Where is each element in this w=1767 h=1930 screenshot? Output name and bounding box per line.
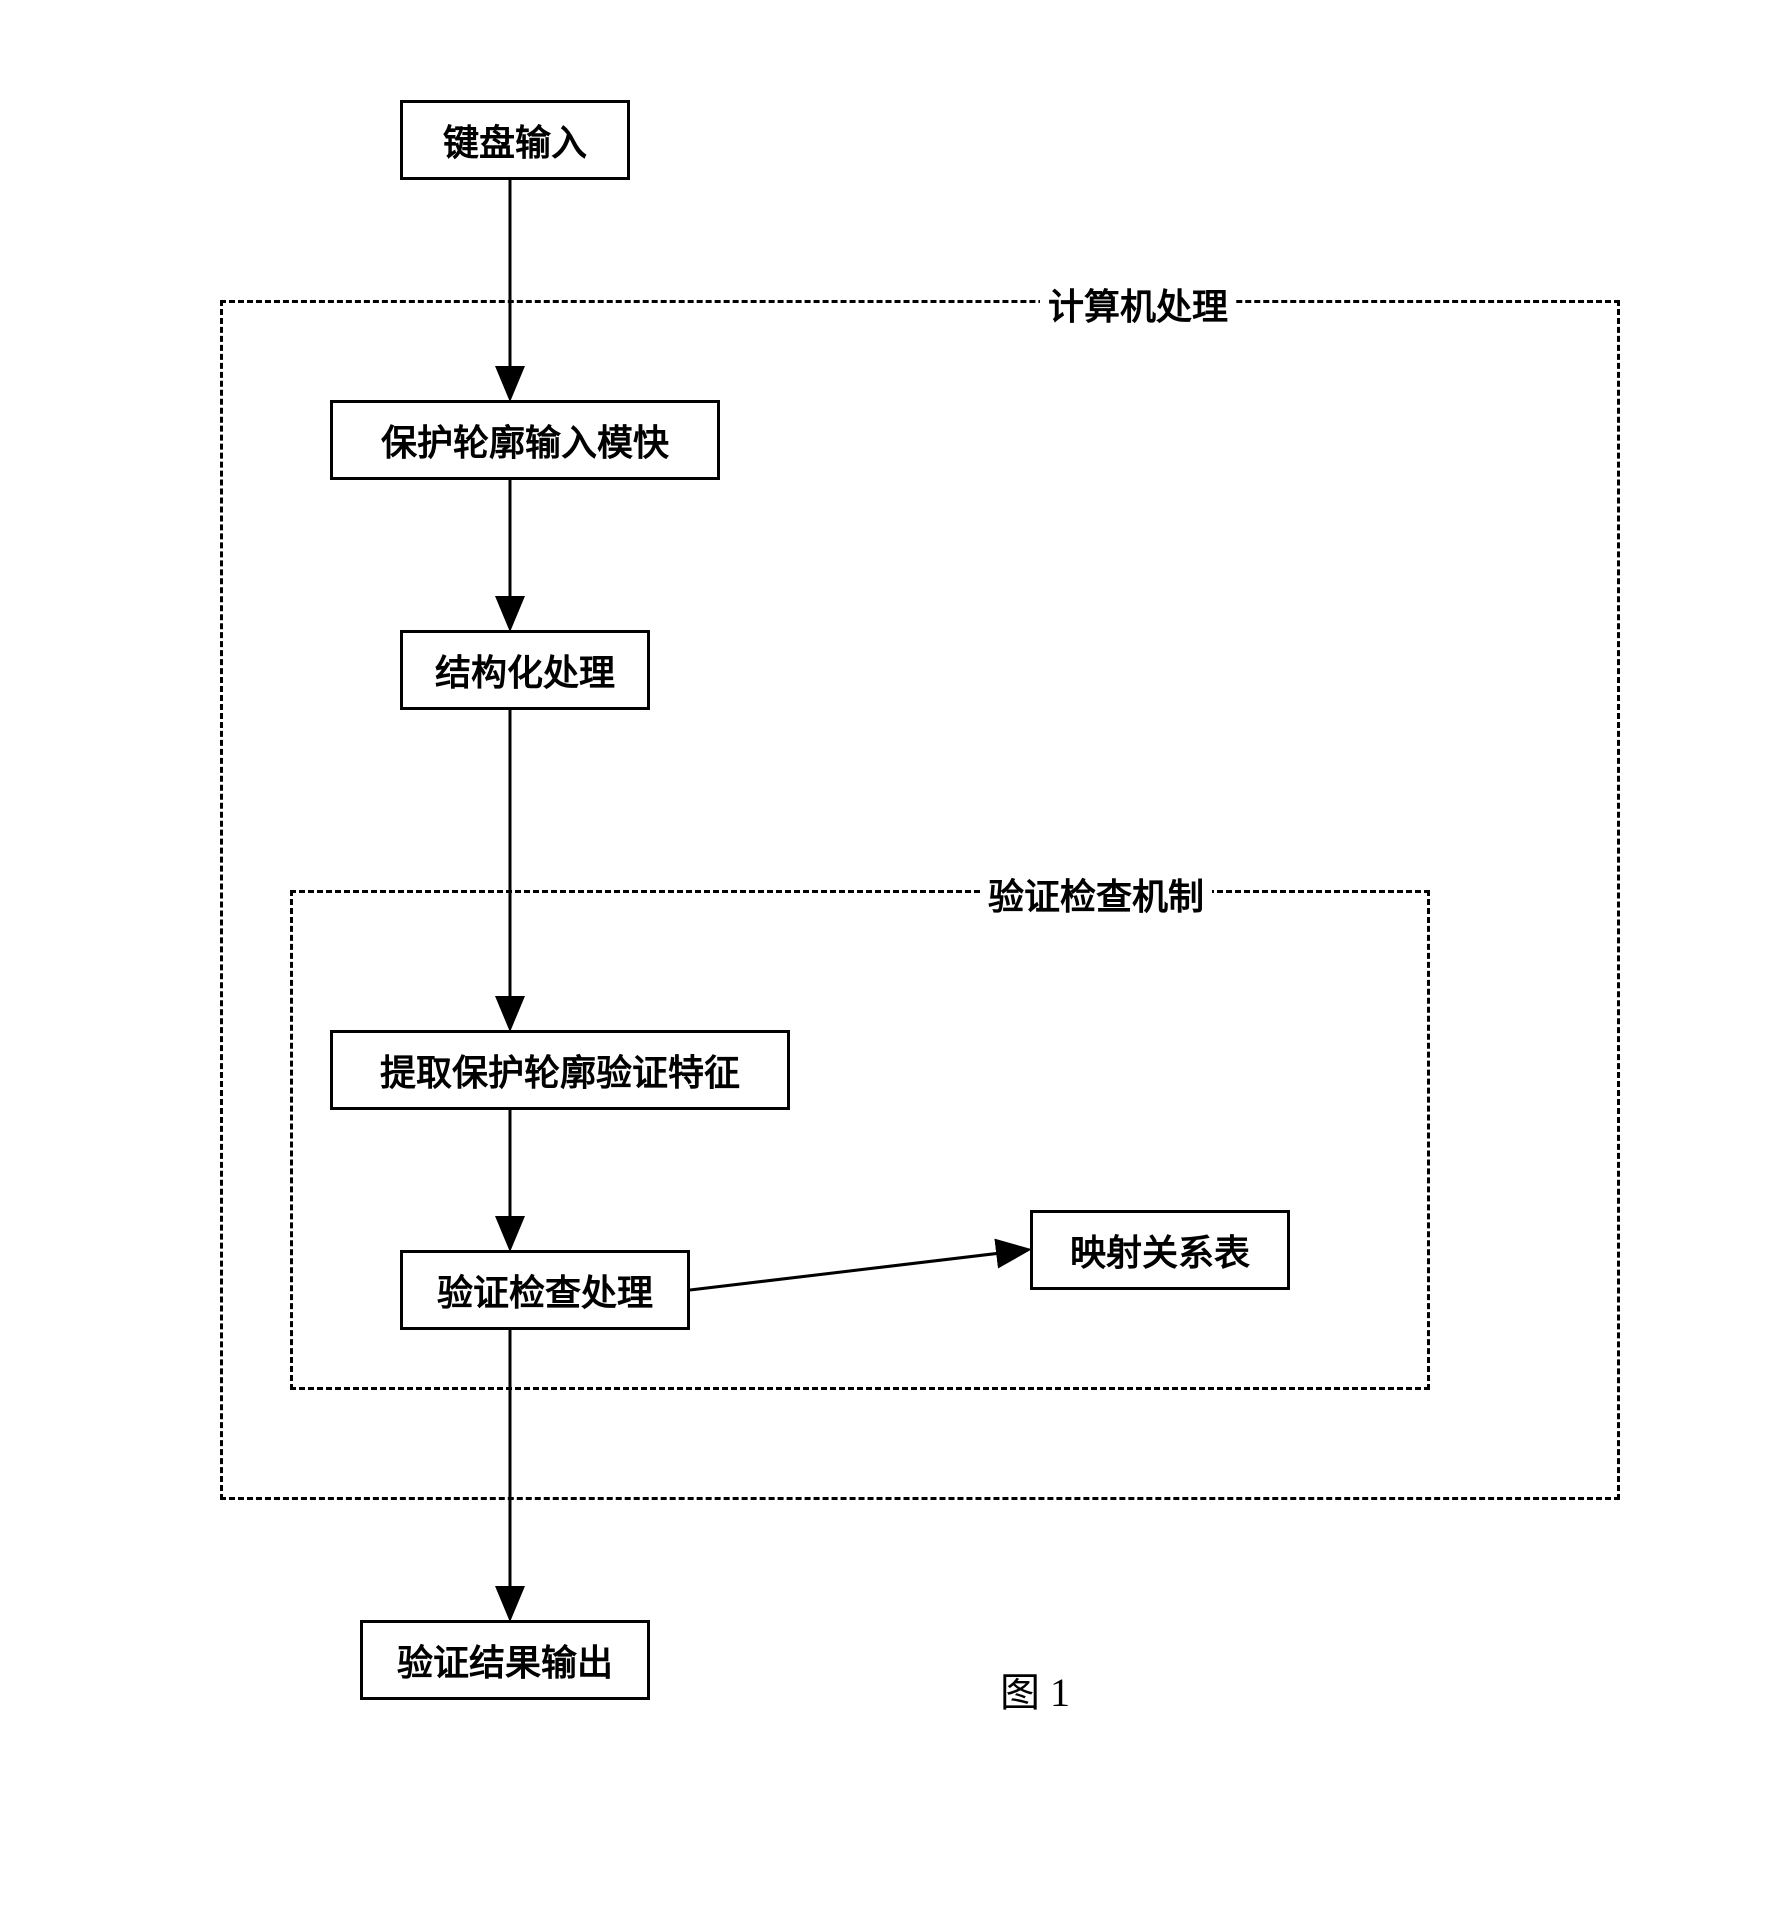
protection-profile-input-box: 保护轮廓输入模快 [330, 400, 720, 480]
structured-processing-text: 结构化处理 [435, 644, 615, 696]
validation-check-text: 验证检查处理 [437, 1264, 653, 1316]
keyboard-input-text: 键盘输入 [443, 114, 587, 166]
result-output-box: 验证结果输出 [360, 1620, 650, 1700]
protection-profile-input-text: 保护轮廓输入模快 [381, 414, 669, 466]
computer-processing-label: 计算机处理 [1040, 278, 1236, 330]
structured-processing-box: 结构化处理 [400, 630, 650, 710]
keyboard-input-box: 键盘输入 [400, 100, 630, 180]
extract-features-box: 提取保护轮廓验证特征 [330, 1030, 790, 1110]
validation-mechanism-label: 验证检查机制 [980, 868, 1212, 920]
validation-check-box: 验证检查处理 [400, 1250, 690, 1330]
extract-features-text: 提取保护轮廓验证特征 [380, 1044, 740, 1096]
mapping-table-box: 映射关系表 [1030, 1210, 1290, 1290]
figure-caption: 图 1 [1000, 1660, 1070, 1718]
result-output-text: 验证结果输出 [397, 1634, 613, 1686]
flowchart-container: 计算机处理 验证检查机制 键盘输入 保护轮廓输入模快 结构化处理 提取保护轮廓验… [100, 60, 1660, 1880]
mapping-table-text: 映射关系表 [1070, 1224, 1250, 1276]
